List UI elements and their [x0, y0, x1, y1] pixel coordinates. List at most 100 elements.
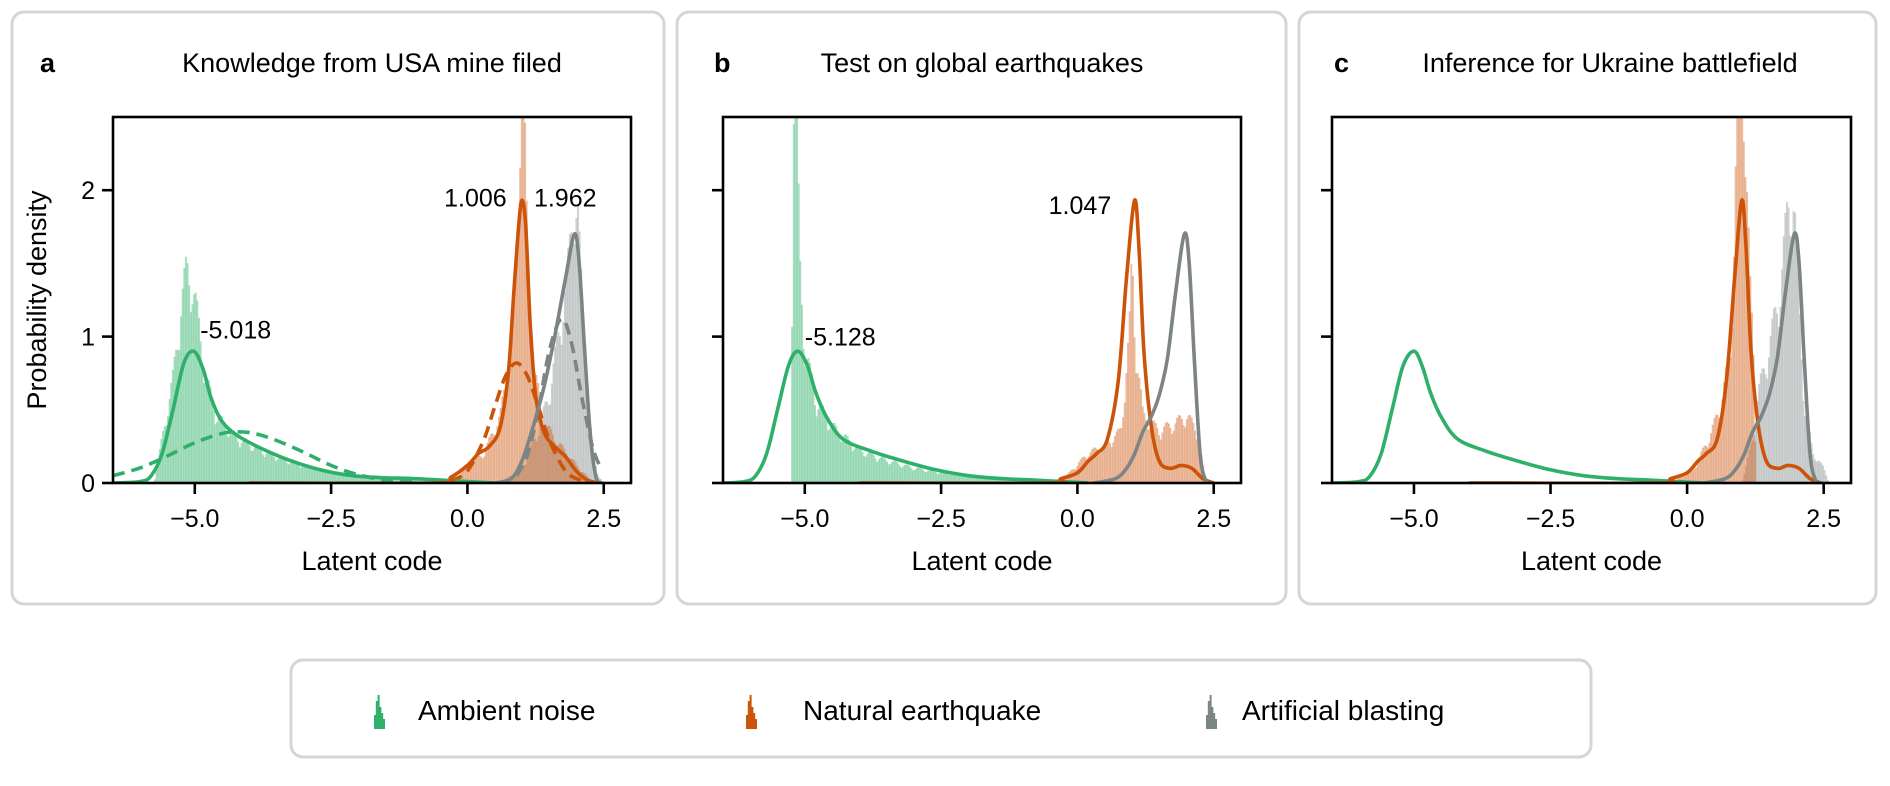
- kde-curve-ambient-noise: [1332, 349, 1704, 483]
- histogram-bar: [242, 439, 245, 483]
- histogram-bar: [374, 477, 377, 483]
- histogram-bar: [1800, 359, 1803, 483]
- histogram-bar: [1736, 117, 1739, 483]
- histogram-bar: [493, 434, 495, 483]
- histogram-bar: [833, 423, 836, 483]
- histogram-bar: [265, 453, 268, 483]
- histogram-bar: [1784, 212, 1787, 483]
- histogram-bar: [491, 433, 494, 483]
- histogram-bar: [333, 472, 336, 483]
- histogram-bar: [270, 451, 272, 483]
- histogram-bar: [951, 473, 954, 483]
- histogram-bar: [350, 475, 353, 483]
- histogram-bar: [810, 373, 813, 483]
- histogram-bar: [547, 425, 549, 483]
- histogram-bar: [1185, 419, 1188, 483]
- histogram-bar: [1171, 434, 1174, 483]
- histogram-bar: [791, 326, 794, 483]
- histogram-bar: [319, 468, 322, 483]
- histogram-bar: [872, 455, 875, 483]
- histogram-bar: [928, 469, 931, 483]
- histogram-bar: [348, 476, 351, 483]
- histogram-bar: [225, 435, 228, 483]
- histogram-bar: [335, 474, 338, 483]
- histogram-bar: [1739, 117, 1742, 483]
- panel-title: Test on global earthquakes: [821, 48, 1144, 78]
- histogram-bar: [1172, 430, 1175, 483]
- histogram-bar: [1135, 373, 1138, 483]
- histogram-bar: [368, 476, 371, 483]
- histogram-bar: [337, 474, 340, 483]
- histogram-bar: [944, 472, 947, 483]
- histogram-bar: [575, 218, 578, 483]
- histogram-bar: [923, 471, 926, 483]
- histogram-bar: [1092, 447, 1095, 483]
- histogram-bar: [183, 267, 186, 483]
- histogram-bar: [206, 378, 209, 483]
- series-layer: [113, 117, 604, 483]
- histogram-bar: [998, 477, 1001, 483]
- histogram-bar: [545, 401, 548, 483]
- histogram-bar: [1723, 381, 1726, 483]
- histogram-bar: [1792, 210, 1795, 483]
- histogram-bar: [376, 477, 379, 483]
- histogram-bar: [531, 441, 534, 483]
- histogram-bar: [199, 341, 202, 483]
- histogram-bar: [234, 432, 236, 483]
- histogram-bar: [882, 457, 885, 483]
- histogram-bar: [157, 460, 160, 483]
- histogram-bar: [1825, 475, 1828, 483]
- histogram-bar: [1683, 476, 1686, 483]
- histogram-bar: [527, 451, 530, 483]
- histogram-bar: [1706, 447, 1709, 483]
- histogram-bar: [204, 380, 207, 483]
- histogram-bar: [292, 460, 295, 483]
- histogram-bar: [468, 467, 471, 483]
- histogram-bar: [954, 473, 957, 483]
- histogram-bar: [201, 367, 204, 483]
- histogram-bar: [479, 456, 482, 483]
- histogram-bar: [276, 459, 279, 483]
- histogram-bar: [573, 460, 576, 483]
- histogram-bar: [342, 473, 344, 483]
- histogram-bar: [178, 349, 181, 483]
- histogram-bar: [572, 242, 575, 483]
- histogram-bar: [338, 473, 341, 483]
- histogram-bar: [943, 471, 946, 483]
- histogram-bar: [1779, 306, 1782, 483]
- panel-title: Knowledge from USA mine filed: [182, 48, 562, 78]
- histogram-bar: [1749, 276, 1752, 483]
- histogram-bar: [320, 469, 323, 483]
- histogram-bar: [989, 476, 992, 483]
- histogram-bar: [522, 117, 525, 483]
- histogram-bar: [488, 437, 491, 483]
- histogram-bar: [301, 466, 304, 483]
- panel-b: b Test on global earthquakes −5.0 −2.5 0.0…: [712, 48, 1243, 576]
- histogram-bar: [995, 477, 998, 483]
- histogram-bar: [212, 410, 215, 483]
- x-tick-label: −5.0: [1389, 505, 1438, 533]
- histogram-bar: [297, 465, 300, 483]
- histogram-bar: [471, 464, 474, 483]
- histogram-bar: [930, 469, 933, 483]
- histogram-bar: [353, 474, 356, 483]
- legend-frame: [289, 658, 1593, 759]
- histogram-bar: [922, 469, 924, 483]
- histogram-bar: [845, 434, 848, 483]
- histogram-bar: [511, 326, 513, 483]
- histogram-bar: [972, 476, 975, 483]
- histogram-bar: [1747, 227, 1750, 483]
- histogram-bar: [324, 472, 326, 483]
- histogram-bar: [514, 278, 517, 483]
- histogram-bar: [1731, 327, 1734, 483]
- histogram-bar: [283, 457, 286, 483]
- histogram-bar: [1089, 452, 1092, 483]
- x-tick-label: −5.0: [170, 505, 219, 533]
- histogram-bar: [499, 407, 502, 483]
- histogram-bar: [563, 448, 566, 483]
- peak-annotation: 1.006: [444, 185, 507, 213]
- plot-area-c: −5.0 −2.5 0.0 2.5 Latent code: [1321, 115, 1853, 576]
- histogram-bar: [864, 456, 867, 483]
- histogram-bar: [894, 460, 897, 483]
- histogram-bar: [1705, 445, 1708, 483]
